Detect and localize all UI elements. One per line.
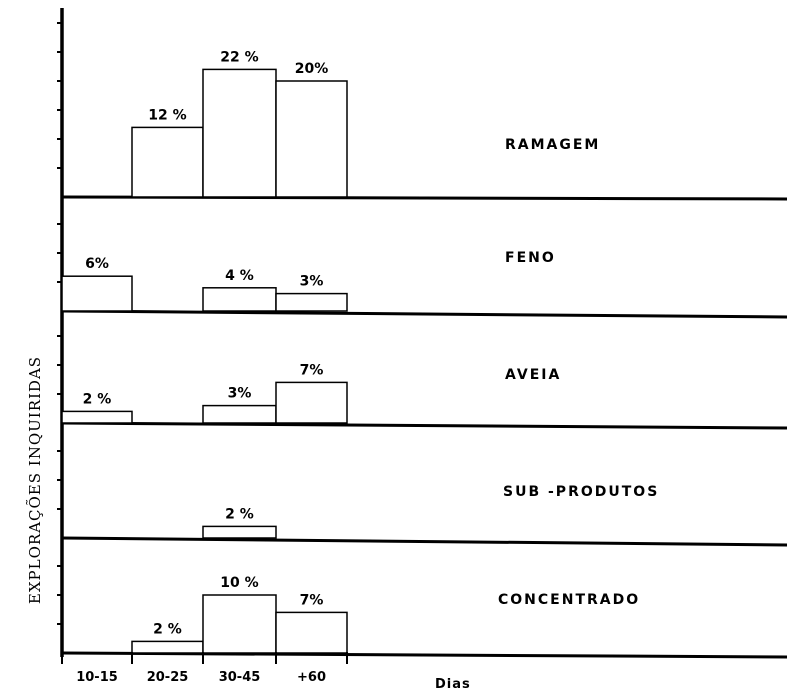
bar [202,594,277,654]
panel-baseline [61,309,787,319]
panel-label: RAMAGEM [505,137,600,153]
bar [202,525,277,539]
y-axis-label: EXPLORAÇÕES INQUIRIDAS [26,356,44,604]
panel-baseline [61,421,787,430]
chart-marks: 12 % 22 % 20% RAMAGEM 6% 4 % 3% FENO 2 % 3% 7% AVEI… [57,8,787,685]
panel-label: CONCENTRADO [498,592,640,608]
x-tick-label: 20-25 [147,670,189,685]
bar-value-label: 2 % [83,391,112,407]
bar [275,611,348,654]
panel-label: AVEIA [505,367,561,383]
bar [202,404,277,424]
bar [275,80,348,198]
bar [202,287,277,312]
bar [131,126,204,198]
bar [202,68,277,198]
bar-value-label: 3% [228,386,252,402]
bar-value-label: 4 % [225,268,254,284]
x-tick-label: 10-15 [76,670,118,685]
bar [275,381,348,424]
bar [275,292,348,312]
panel-baseline [61,536,787,547]
bar-value-label: 2 % [153,621,182,637]
bar [61,275,133,312]
panel-label: SUB -PRODUTOS [503,484,659,500]
bar-value-label: 20% [295,61,329,77]
bar-value-label: 2 % [225,506,254,522]
x-axis-label: Dias [435,677,471,691]
bar-value-label: 12 % [148,107,186,123]
bar-value-label: 6% [85,256,109,272]
bar-value-label: 3% [300,274,324,290]
bar [61,410,133,424]
bar [131,640,204,654]
panel-label: FENO [505,250,556,266]
bar-value-label: 7% [300,362,324,378]
bar-value-label: 10 % [220,575,258,591]
x-tick-label: +60 [297,670,326,685]
bar-value-label: 7% [300,592,324,608]
bar-value-label: 22 % [220,49,258,65]
x-tick-label: 30-45 [219,670,261,685]
